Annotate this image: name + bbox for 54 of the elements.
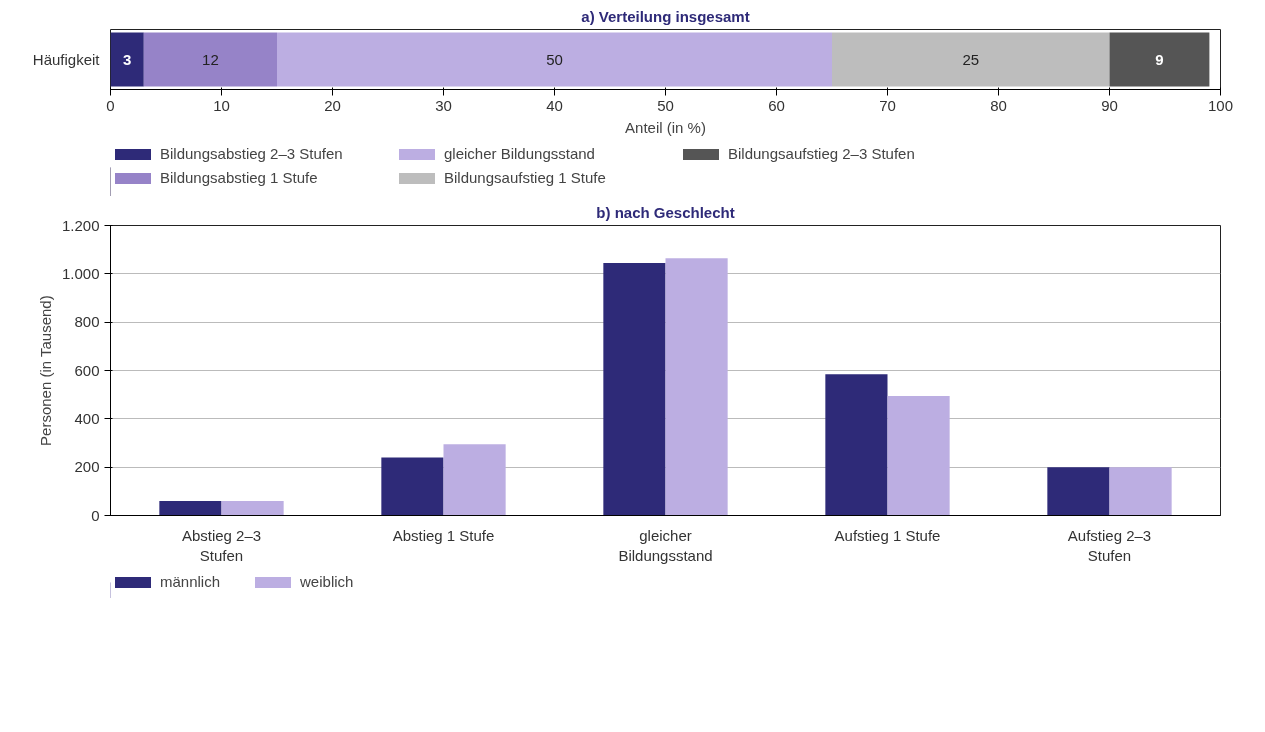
bar [381, 457, 444, 516]
x-tick-label: 80 [990, 96, 1007, 114]
x-tick-label: Abstieg 1 Stufe [392, 526, 495, 544]
data-label: 9 [1155, 50, 1164, 68]
legend-label: Bildungsabstieg 1 Stufe [160, 169, 319, 186]
data-label: 12 [202, 50, 219, 68]
data-label: 50 [546, 50, 563, 68]
legend-label: weiblich [300, 573, 354, 590]
bar [1047, 467, 1110, 516]
y-tick-label: 600 [74, 361, 100, 379]
y-axis-title: Personen (in Tausend) [36, 295, 54, 446]
y-tick-label: 800 [74, 313, 100, 331]
y-tick-label: 0 [91, 506, 100, 524]
x-tick-label: Aufstieg 1 Stufe [834, 526, 941, 544]
bar [832, 32, 1110, 87]
legend-label: männlich [160, 573, 221, 590]
bar [603, 262, 666, 516]
x-tick-label: 0 [106, 96, 115, 114]
legend-label: gleicher Bildungsstand [444, 145, 596, 162]
bar [665, 258, 728, 516]
y-tick-label: 400 [74, 409, 100, 427]
x-tick-label: 40 [546, 96, 563, 114]
x-tick-label: 90 [1101, 96, 1118, 114]
bar [110, 32, 144, 87]
x-tick-label: gleicher Bildungsstand [618, 526, 713, 564]
chart-title: b) nach Geschlecht [596, 203, 735, 221]
y-tick-label: 1.200 [61, 216, 100, 234]
x-tick-label: 100 [1207, 96, 1234, 114]
bar [1109, 32, 1210, 87]
y-tick-label: 1.000 [61, 264, 100, 282]
data-label: 3 [122, 50, 132, 68]
x-tick-label: 10 [213, 96, 230, 114]
legend-label: Bildungsaufstieg 1 Stufe [444, 169, 607, 186]
x-tick-label: 70 [879, 96, 896, 114]
x-axis-title: Anteil (in %) [625, 118, 706, 136]
x-tick-label: Aufstieg 2–3 Stufen [1067, 526, 1152, 564]
bar [143, 32, 277, 87]
bar [443, 444, 506, 516]
x-tick-label: 30 [435, 96, 452, 114]
x-tick-label: 60 [768, 96, 785, 114]
legend-label: Bildungsabstieg 2–3 Stufen [160, 145, 344, 162]
y-tick-label: 200 [74, 458, 100, 476]
bar [159, 501, 222, 516]
chart-title: a) Verteilung insgesamt [581, 7, 750, 25]
legend-label: Bildungsaufstieg 2–3 Stufen [728, 145, 916, 162]
x-tick-label: 50 [657, 96, 674, 114]
data-label: 25 [962, 50, 980, 68]
bar [1109, 467, 1172, 516]
bar [221, 501, 284, 516]
x-tick-label: 20 [324, 96, 341, 114]
bar [887, 395, 950, 516]
bar [825, 374, 888, 516]
x-tick-label: Abstieg 2–3 Stufen [181, 526, 262, 564]
y-tick-label: Häufigkeit [32, 51, 101, 68]
